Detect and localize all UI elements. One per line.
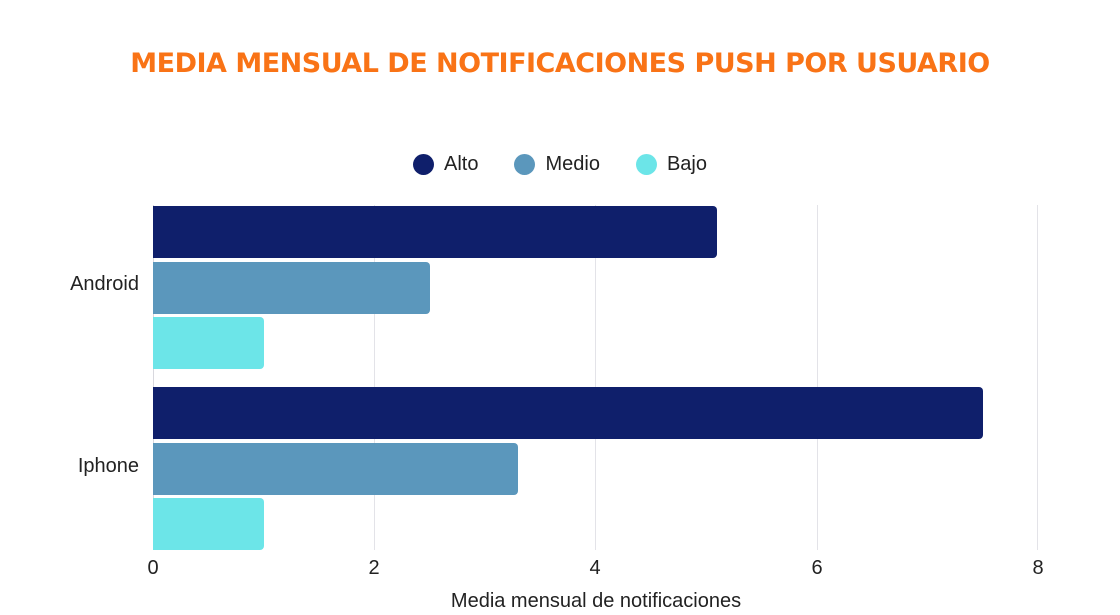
x-tick-label: 0 <box>147 557 159 579</box>
chart-legend: Alto Medio Bajo <box>0 153 1120 176</box>
legend-label: Alto <box>444 153 479 175</box>
bar-android-medio[interactable] <box>153 262 430 314</box>
category-label-android: Android <box>70 273 139 295</box>
gridline <box>817 205 818 550</box>
x-tick-label: 4 <box>589 557 601 579</box>
legend-label: Bajo <box>666 153 707 175</box>
gridline <box>1037 205 1038 550</box>
gridline <box>595 205 596 550</box>
bar-android-alto[interactable] <box>153 206 718 258</box>
legend-dot-icon <box>413 154 434 175</box>
x-tick-label: 6 <box>811 557 823 579</box>
legend-item-alto[interactable]: Alto <box>413 153 478 176</box>
legend-item-medio[interactable]: Medio <box>514 153 600 176</box>
legend-dot-icon <box>635 154 657 175</box>
legend-item-bajo[interactable]: Bajo <box>635 153 707 176</box>
legend-dot-icon <box>514 154 536 175</box>
bar-iphone-alto[interactable] <box>153 387 983 439</box>
bar-iphone-bajo[interactable] <box>153 498 264 550</box>
chart-title: MEDIA MENSUAL DE NOTIFICACIONES PUSH POR… <box>130 48 990 79</box>
plot-area <box>153 205 1038 550</box>
axis-line <box>153 205 154 550</box>
category-label-iphone: Iphone <box>77 455 139 477</box>
x-tick-label: 2 <box>368 557 380 579</box>
bar-android-bajo[interactable] <box>153 317 264 369</box>
legend-label: Medio <box>545 153 600 175</box>
x-tick-label: 8 <box>1032 557 1044 579</box>
gridline <box>374 205 375 550</box>
x-axis-label: Media mensual de notificaciones <box>450 590 742 612</box>
bar-iphone-medio[interactable] <box>153 443 519 495</box>
